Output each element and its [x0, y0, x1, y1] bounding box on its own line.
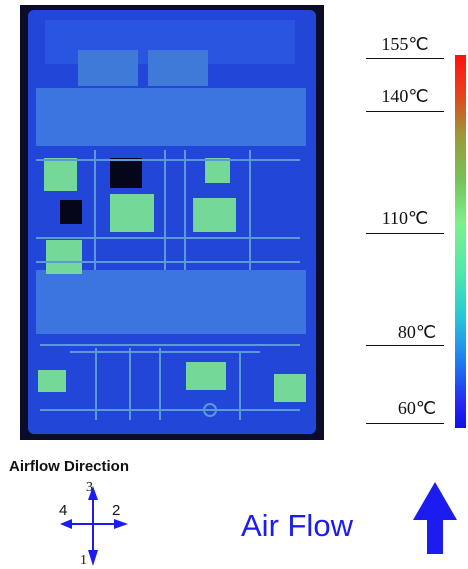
- scale-label-60: 60℃: [397, 398, 437, 418]
- scale-line: [366, 58, 444, 59]
- direction-2-label: 2: [112, 502, 121, 519]
- scale-label-140: 140℃: [381, 86, 429, 106]
- scale-line: [366, 111, 444, 112]
- hot-spot: [186, 362, 226, 390]
- hot-spot: [44, 158, 77, 191]
- scale-line: [366, 345, 444, 346]
- color-bar: [455, 55, 466, 428]
- cold-spot: [110, 158, 142, 188]
- direction-1-label: 1: [80, 553, 87, 568]
- hot-spot: [193, 198, 236, 232]
- scale-label-110: 110℃: [381, 208, 429, 228]
- thermal-image: [20, 5, 324, 440]
- hot-spot: [274, 374, 306, 402]
- scale-label-155: 155℃: [381, 34, 429, 54]
- scale-label-80: 80℃: [397, 322, 437, 342]
- hot-spot: [38, 370, 66, 392]
- direction-compass-icon: [60, 486, 128, 566]
- air-flow-label: Air Flow: [241, 508, 353, 543]
- airflow-direction-title: Airflow Direction: [9, 458, 130, 475]
- air-flow-arrow-icon: [413, 482, 457, 554]
- hot-spot: [46, 240, 82, 274]
- scale-line: [366, 423, 444, 424]
- direction-3-label: 3: [86, 480, 93, 495]
- hot-spot: [110, 194, 154, 232]
- scale-line: [366, 233, 444, 234]
- direction-4-label: 4: [59, 502, 68, 519]
- hot-spot: [205, 158, 230, 183]
